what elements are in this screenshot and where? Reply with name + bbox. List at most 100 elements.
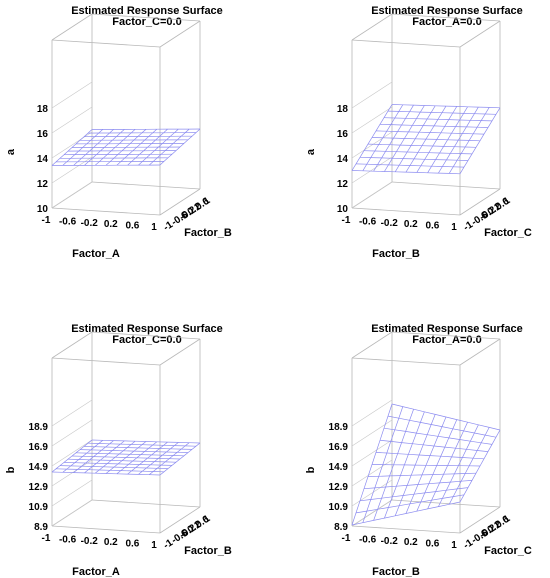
surface-mesh-line [427, 106, 468, 173]
surface-mesh-line [138, 128, 179, 166]
y-tick-label: 1 [202, 513, 213, 525]
box-edge [51, 357, 161, 366]
y-tick-label: 1 [202, 195, 213, 207]
x-tick-label: -0.2 [81, 218, 99, 229]
x-tick-label: 1 [451, 222, 457, 233]
surface-mesh-line [438, 424, 479, 507]
z-gridline [351, 419, 393, 447]
response-surface [351, 104, 501, 175]
z-gridline [351, 81, 393, 109]
x-tick-label: -1 [342, 215, 351, 226]
surface-mesh-line [83, 135, 192, 138]
z-gridline [51, 81, 93, 109]
surface-mesh-line [379, 439, 489, 452]
z-tick-label: 12.9 [329, 482, 349, 493]
x-tick-label: 0.6 [425, 539, 439, 550]
z-gridline [351, 131, 393, 159]
z-tick-label: 10 [37, 204, 49, 215]
surface-mesh-line [438, 106, 479, 174]
z-tick-label: 8.9 [34, 522, 48, 533]
surface-mesh-line [71, 455, 181, 460]
box-edge [391, 331, 501, 340]
x-tick-label: 0.2 [404, 537, 418, 548]
box-edge [159, 20, 201, 48]
box-edge [51, 207, 161, 216]
z-gridline [351, 499, 393, 527]
surface-mesh-line [159, 442, 201, 476]
z-tick-label: 16.9 [329, 442, 349, 453]
x-tick-label: -0.6 [59, 534, 77, 545]
box-edge [51, 13, 93, 41]
surface-mesh-line [379, 123, 489, 128]
x-tick-label: -0.2 [381, 536, 399, 547]
x-tick-label: 0.2 [104, 219, 118, 230]
z-gridline [51, 419, 93, 447]
surface-mesh-line [116, 128, 158, 166]
z-tick-label: 14 [37, 154, 49, 165]
y-axis-label: Factor_B [184, 227, 232, 239]
chart-title: Estimated Response Surface [371, 323, 523, 335]
z-gridline [351, 479, 393, 507]
z-tick-label: 18 [337, 104, 349, 115]
box-edge [91, 499, 201, 508]
z-tick-label: 18.9 [29, 422, 49, 433]
z-gridline [51, 399, 93, 427]
response-surface [51, 128, 201, 166]
surface-mesh-line [459, 107, 501, 174]
z-tick-label: 12 [37, 179, 49, 190]
box-edge [51, 39, 161, 48]
z-gridline [351, 106, 393, 134]
surface-mesh-line [127, 128, 168, 166]
z-gridline [51, 439, 93, 467]
y-axis-label: Factor_C [484, 545, 532, 557]
x-axis-label: Factor_A [72, 248, 120, 260]
z-gridline [351, 399, 393, 427]
box-edge [459, 506, 501, 534]
z-tick-label: 10.9 [329, 502, 349, 513]
y-axis-label: Factor_C [484, 227, 532, 239]
z-gridline [351, 156, 393, 184]
box-edge [159, 338, 201, 366]
x-tick-label: 0.6 [125, 221, 139, 232]
x-axis-label: Factor_A [72, 566, 120, 578]
y-tick-label: 1 [502, 195, 513, 207]
box-edge [51, 331, 93, 359]
z-tick-label: 8.9 [334, 522, 348, 533]
surface-mesh-line [387, 110, 497, 115]
x-tick-label: 0.6 [425, 221, 439, 232]
box-edge [159, 506, 201, 534]
box-edge [459, 188, 501, 216]
z-gridline [51, 459, 93, 487]
response-surface [51, 439, 201, 476]
x-tick-label: 0.2 [104, 537, 118, 548]
surface-mesh-line [459, 429, 501, 503]
surface-mesh-line [148, 442, 190, 475]
z-tick-label: 16.9 [29, 442, 49, 453]
x-tick-label: -0.6 [59, 216, 77, 227]
box-edge [351, 331, 393, 359]
z-gridline [51, 499, 93, 527]
z-gridline [51, 106, 93, 134]
z-gridline [51, 181, 93, 209]
x-tick-label: -1 [42, 215, 51, 226]
z-tick-label: 14 [337, 154, 349, 165]
surface-mesh-line [83, 446, 193, 450]
surface-mesh-line [87, 132, 197, 134]
z-gridline [51, 131, 93, 159]
surface-mesh-line [371, 137, 481, 142]
chart-panel-2: Estimated Response SurfaceFactor_A=0.010… [305, 5, 532, 260]
y-axis-label: Factor_B [184, 545, 232, 557]
x-tick-label: 1 [451, 540, 457, 551]
surface-mesh-line [91, 439, 201, 444]
surface-mesh-line [371, 464, 481, 467]
surface-mesh-line [375, 130, 485, 135]
box-edge [351, 525, 461, 534]
surface-mesh-line [383, 117, 493, 122]
surface-mesh-line [375, 452, 485, 460]
surface-mesh-line [416, 106, 458, 173]
x-tick-label: -1 [342, 533, 351, 544]
surface-mesh-line [138, 442, 179, 475]
box-edge [459, 338, 501, 366]
surface-mesh-line [87, 442, 197, 447]
